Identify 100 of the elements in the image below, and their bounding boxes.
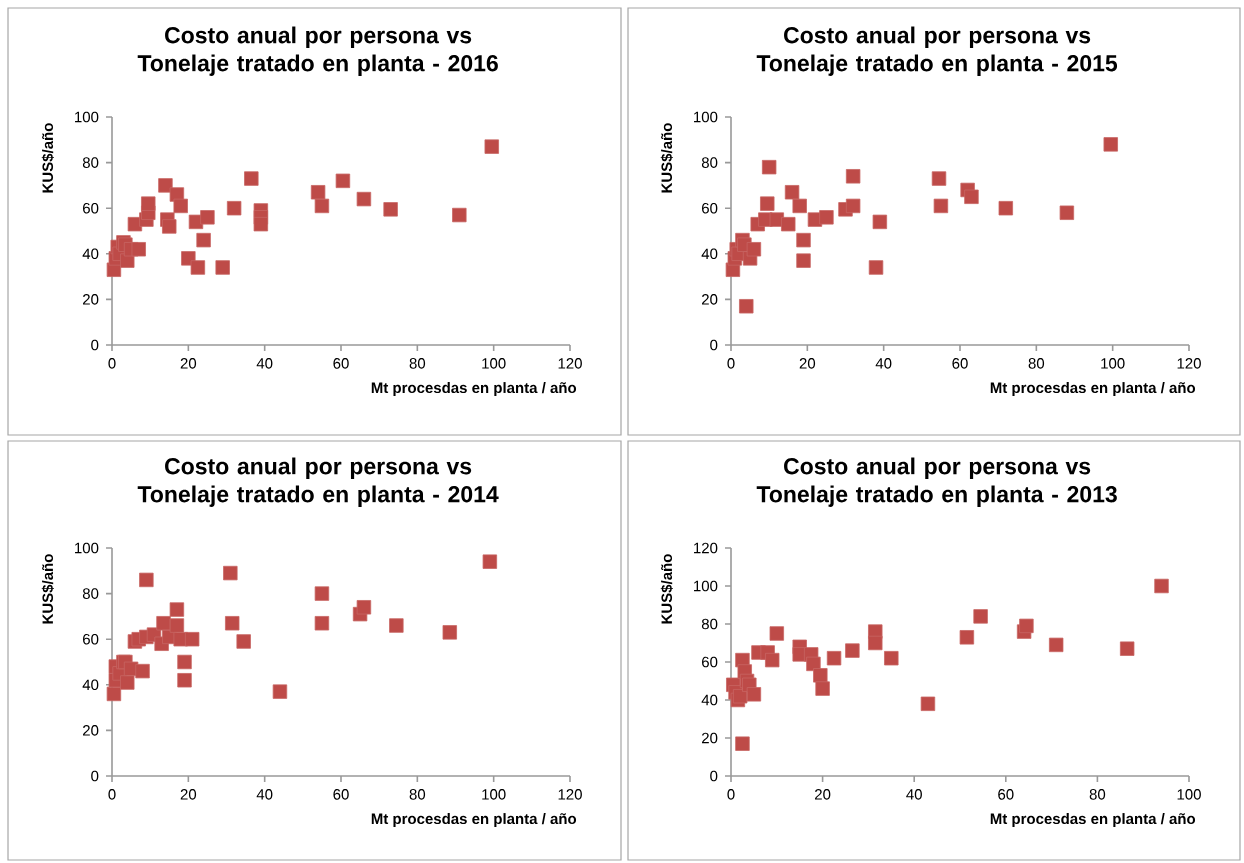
point [225, 616, 240, 631]
point [1048, 637, 1064, 653]
point [131, 242, 146, 257]
x-tick-label: 100 [482, 358, 506, 369]
y-tick-label: 20 [83, 725, 99, 736]
point [732, 689, 748, 704]
point [310, 185, 326, 200]
point [1154, 578, 1169, 594]
point [442, 625, 457, 640]
point [784, 185, 800, 200]
chart-title: Costo anual por persona vs Tonelaje tratado en planta - 2013 [756, 457, 1117, 507]
point [389, 618, 404, 633]
point [236, 634, 251, 649]
x-tick-label: 120 [558, 358, 582, 369]
x-axis-title: Mt procesdas en planta / año [371, 382, 577, 397]
point [335, 173, 351, 189]
point [383, 202, 398, 217]
y-tick-label: 40 [82, 248, 99, 260]
y-tick-label: 80 [82, 157, 99, 168]
point [200, 210, 215, 225]
x-tick-label: 100 [482, 789, 506, 800]
point [845, 169, 861, 184]
point [796, 232, 811, 248]
point [169, 602, 185, 617]
point [739, 299, 754, 314]
point [792, 198, 807, 214]
point [139, 572, 154, 588]
x-tick-label: 0 [108, 358, 116, 369]
x-tick-label: 40 [256, 358, 273, 369]
x-tick-label: 0 [727, 789, 735, 800]
y-tick-label: 60 [702, 202, 718, 214]
point [226, 201, 242, 216]
point [482, 554, 498, 569]
point [184, 632, 200, 647]
point [253, 216, 269, 232]
point [190, 260, 206, 275]
x-tick-label: 100 [1177, 789, 1201, 800]
point [141, 196, 156, 211]
y-tick-label: 120 [694, 542, 718, 554]
chart-title: Costo anual por persona vs Tonelaje tratado en planta - 2014 [137, 457, 499, 507]
point [1119, 641, 1135, 656]
y-tick-label: 0 [710, 770, 718, 782]
point [920, 696, 936, 711]
x-tick-label: 20 [799, 358, 816, 369]
x-tick-label: 80 [1089, 789, 1106, 800]
point [169, 618, 185, 633]
y-tick-label: 20 [83, 294, 99, 305]
y-tick-label: 80 [82, 588, 99, 599]
x-tick-label: 20 [815, 789, 831, 800]
x-tick-label: 20 [180, 789, 197, 800]
point [196, 232, 211, 248]
x-tick-label: 20 [180, 358, 197, 369]
y-tick-label: 60 [702, 656, 718, 668]
y-tick-label: 80 [701, 618, 718, 630]
point [735, 736, 750, 751]
point [845, 198, 861, 214]
point [314, 616, 330, 631]
point [177, 673, 192, 688]
point [173, 198, 188, 214]
point [933, 198, 949, 214]
y-axis-title: KUS$/año [660, 554, 673, 624]
x-tick-label: 40 [256, 789, 273, 800]
y-tick-label: 20 [702, 732, 718, 744]
point [819, 210, 834, 225]
y-tick-label: 40 [701, 248, 718, 260]
y-tick-label: 100 [694, 580, 718, 592]
point [815, 681, 830, 696]
y-tick-label: 40 [82, 679, 99, 691]
x-tick-label: 80 [409, 358, 426, 369]
point [959, 630, 975, 645]
chart-title: Costo anual por persona vs Tonelaje tratado en planta - 2016 [137, 26, 498, 76]
point [223, 565, 238, 581]
point [452, 207, 467, 223]
x-tick-label: 60 [333, 358, 349, 369]
point [314, 198, 330, 214]
point [796, 253, 811, 268]
x-axis-title: Mt procesdas en planta / año [990, 382, 1196, 397]
point [244, 171, 259, 186]
x-tick-label: 60 [333, 789, 349, 800]
point [973, 609, 988, 624]
y-tick-label: 20 [702, 294, 718, 305]
point [272, 684, 288, 699]
point [120, 675, 135, 690]
point [998, 201, 1013, 216]
point [177, 654, 192, 670]
point [868, 260, 884, 275]
point [872, 214, 888, 230]
point [215, 260, 230, 275]
point [769, 626, 784, 641]
y-tick-label: 0 [91, 339, 99, 351]
y-tick-label: 80 [701, 157, 718, 168]
y-tick-label: 60 [83, 202, 99, 214]
point [746, 242, 762, 257]
x-axis-title: Mt procesdas en planta / año [371, 813, 577, 828]
point [845, 643, 860, 658]
y-tick-label: 40 [701, 694, 718, 706]
point [781, 216, 796, 232]
point [158, 178, 173, 193]
y-tick-label: 100 [694, 111, 718, 123]
x-tick-label: 60 [998, 789, 1014, 800]
